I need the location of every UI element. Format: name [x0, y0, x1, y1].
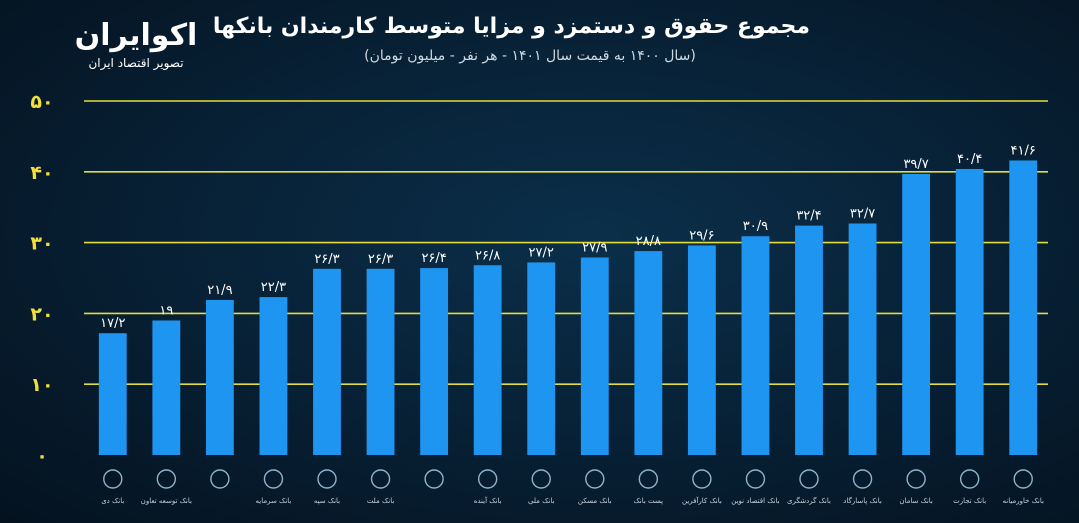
data-label: ۲۶/۴ — [421, 251, 446, 266]
bank-logo-icon — [799, 469, 819, 489]
bank-logo-icon — [477, 469, 498, 489]
bar — [687, 245, 716, 455]
bar — [1009, 160, 1038, 456]
bank-logo-icon — [1013, 469, 1033, 489]
bar — [98, 333, 127, 455]
bar — [366, 268, 395, 455]
y-tick-label: ۴۰ — [30, 162, 53, 184]
data-label: ۲۶/۳ — [314, 252, 339, 267]
bank-name-label: بانک سامان — [899, 497, 933, 505]
data-label: ۲۶/۸ — [475, 248, 500, 263]
bar — [420, 268, 449, 455]
brand-tagline: تصویر اقتصاد ایران — [88, 56, 184, 70]
data-label: ۴۱/۶ — [1011, 143, 1036, 158]
bank-name-label: بانک پاسارگاد — [843, 496, 882, 505]
data-label: ۳۲/۴ — [796, 209, 821, 224]
data-label: ۲۷/۲ — [529, 245, 554, 260]
bank-logo-icon — [959, 469, 980, 489]
data-label: ۳۲/۷ — [850, 206, 875, 221]
bank-logo-icon — [424, 469, 444, 489]
bar — [795, 225, 823, 455]
bank-logo-icon — [852, 469, 873, 489]
bank-name-label: بانک گردشگری — [787, 496, 831, 505]
bar — [205, 299, 234, 455]
bank-name-label: بانک مسکن — [578, 497, 612, 505]
brand-logo: اکوایران تصویر اقتصاد ایران — [66, 18, 206, 70]
bank-logo-icon — [692, 469, 712, 489]
y-tick-label: ۳۰ — [30, 233, 53, 255]
y-tick-label: ۵۰ — [30, 91, 53, 113]
chart-title: مجموع حقوق و دستمزد و مزایا متوسط کارمند… — [212, 14, 810, 39]
bar — [259, 297, 288, 455]
bank-logo-icon — [745, 469, 766, 489]
y-tick-label: ۰ — [36, 445, 48, 467]
bar — [902, 173, 931, 455]
bar — [473, 265, 502, 455]
data-label: ۳۰/۹ — [743, 219, 768, 234]
bar — [848, 223, 877, 455]
bar — [152, 320, 181, 455]
bar — [580, 257, 609, 455]
data-label: ۲۸/۸ — [636, 234, 661, 249]
bank-logo-icon — [103, 469, 123, 489]
bank-logo-icon — [317, 469, 337, 489]
y-tick-label: ۱۰ — [30, 374, 53, 396]
data-label: ۲۲/۳ — [261, 280, 286, 295]
data-label: ۱۷/۲ — [100, 316, 125, 331]
chart-subtitle: (سال ۱۴۰۰ به قیمت سال ۱۴۰۱ - هر نفر - می… — [364, 48, 696, 64]
data-label: ۳۹/۷ — [903, 157, 928, 172]
bar — [313, 268, 341, 455]
bank-logo-icon — [210, 469, 230, 489]
data-label: ۲۶/۳ — [368, 252, 393, 267]
bank-logo-icon — [263, 469, 284, 489]
bank-logo-icon — [585, 469, 605, 489]
bar — [741, 236, 770, 455]
data-label: ۴۰/۴ — [957, 152, 982, 167]
y-tick-label: ۲۰ — [30, 303, 53, 325]
bank-name-label: بانک تجارت — [953, 497, 986, 505]
bank-logo-icon — [156, 469, 177, 489]
data-label: ۲۷/۹ — [582, 240, 607, 255]
bank-name-label: بانک ملی — [528, 497, 554, 505]
data-label: ۲۱/۹ — [207, 283, 232, 298]
bar — [527, 262, 556, 455]
bank-name-label: بانک سرمایه — [256, 497, 292, 505]
bank-name-label: بانک ملت — [367, 497, 395, 505]
bank-logo-icon — [370, 469, 391, 489]
data-label: ۱۹ — [159, 303, 173, 318]
bank-name-label: بانک کارآفرین — [682, 496, 722, 505]
bank-name-label: پست بانک — [634, 497, 664, 505]
bank-logo-icon — [531, 469, 551, 489]
bar — [955, 168, 984, 455]
bank-logo-icon — [906, 469, 926, 489]
bar — [634, 251, 663, 455]
bank-name-label: بانک توسعه تعاون — [141, 497, 192, 505]
bank-name-label: بانک دی — [101, 497, 124, 505]
brand-name: اکوایران — [74, 18, 198, 53]
data-label: ۲۹/۶ — [689, 228, 714, 243]
bank-name-label: بانک سپه — [314, 497, 340, 505]
bank-name-label: بانک آینده — [474, 496, 502, 505]
bank-logo-icon — [638, 469, 659, 489]
bank-name-label: بانک اقتصاد نوین — [731, 497, 779, 505]
bank-name-label: بانک خاورمیانه — [1003, 497, 1044, 505]
